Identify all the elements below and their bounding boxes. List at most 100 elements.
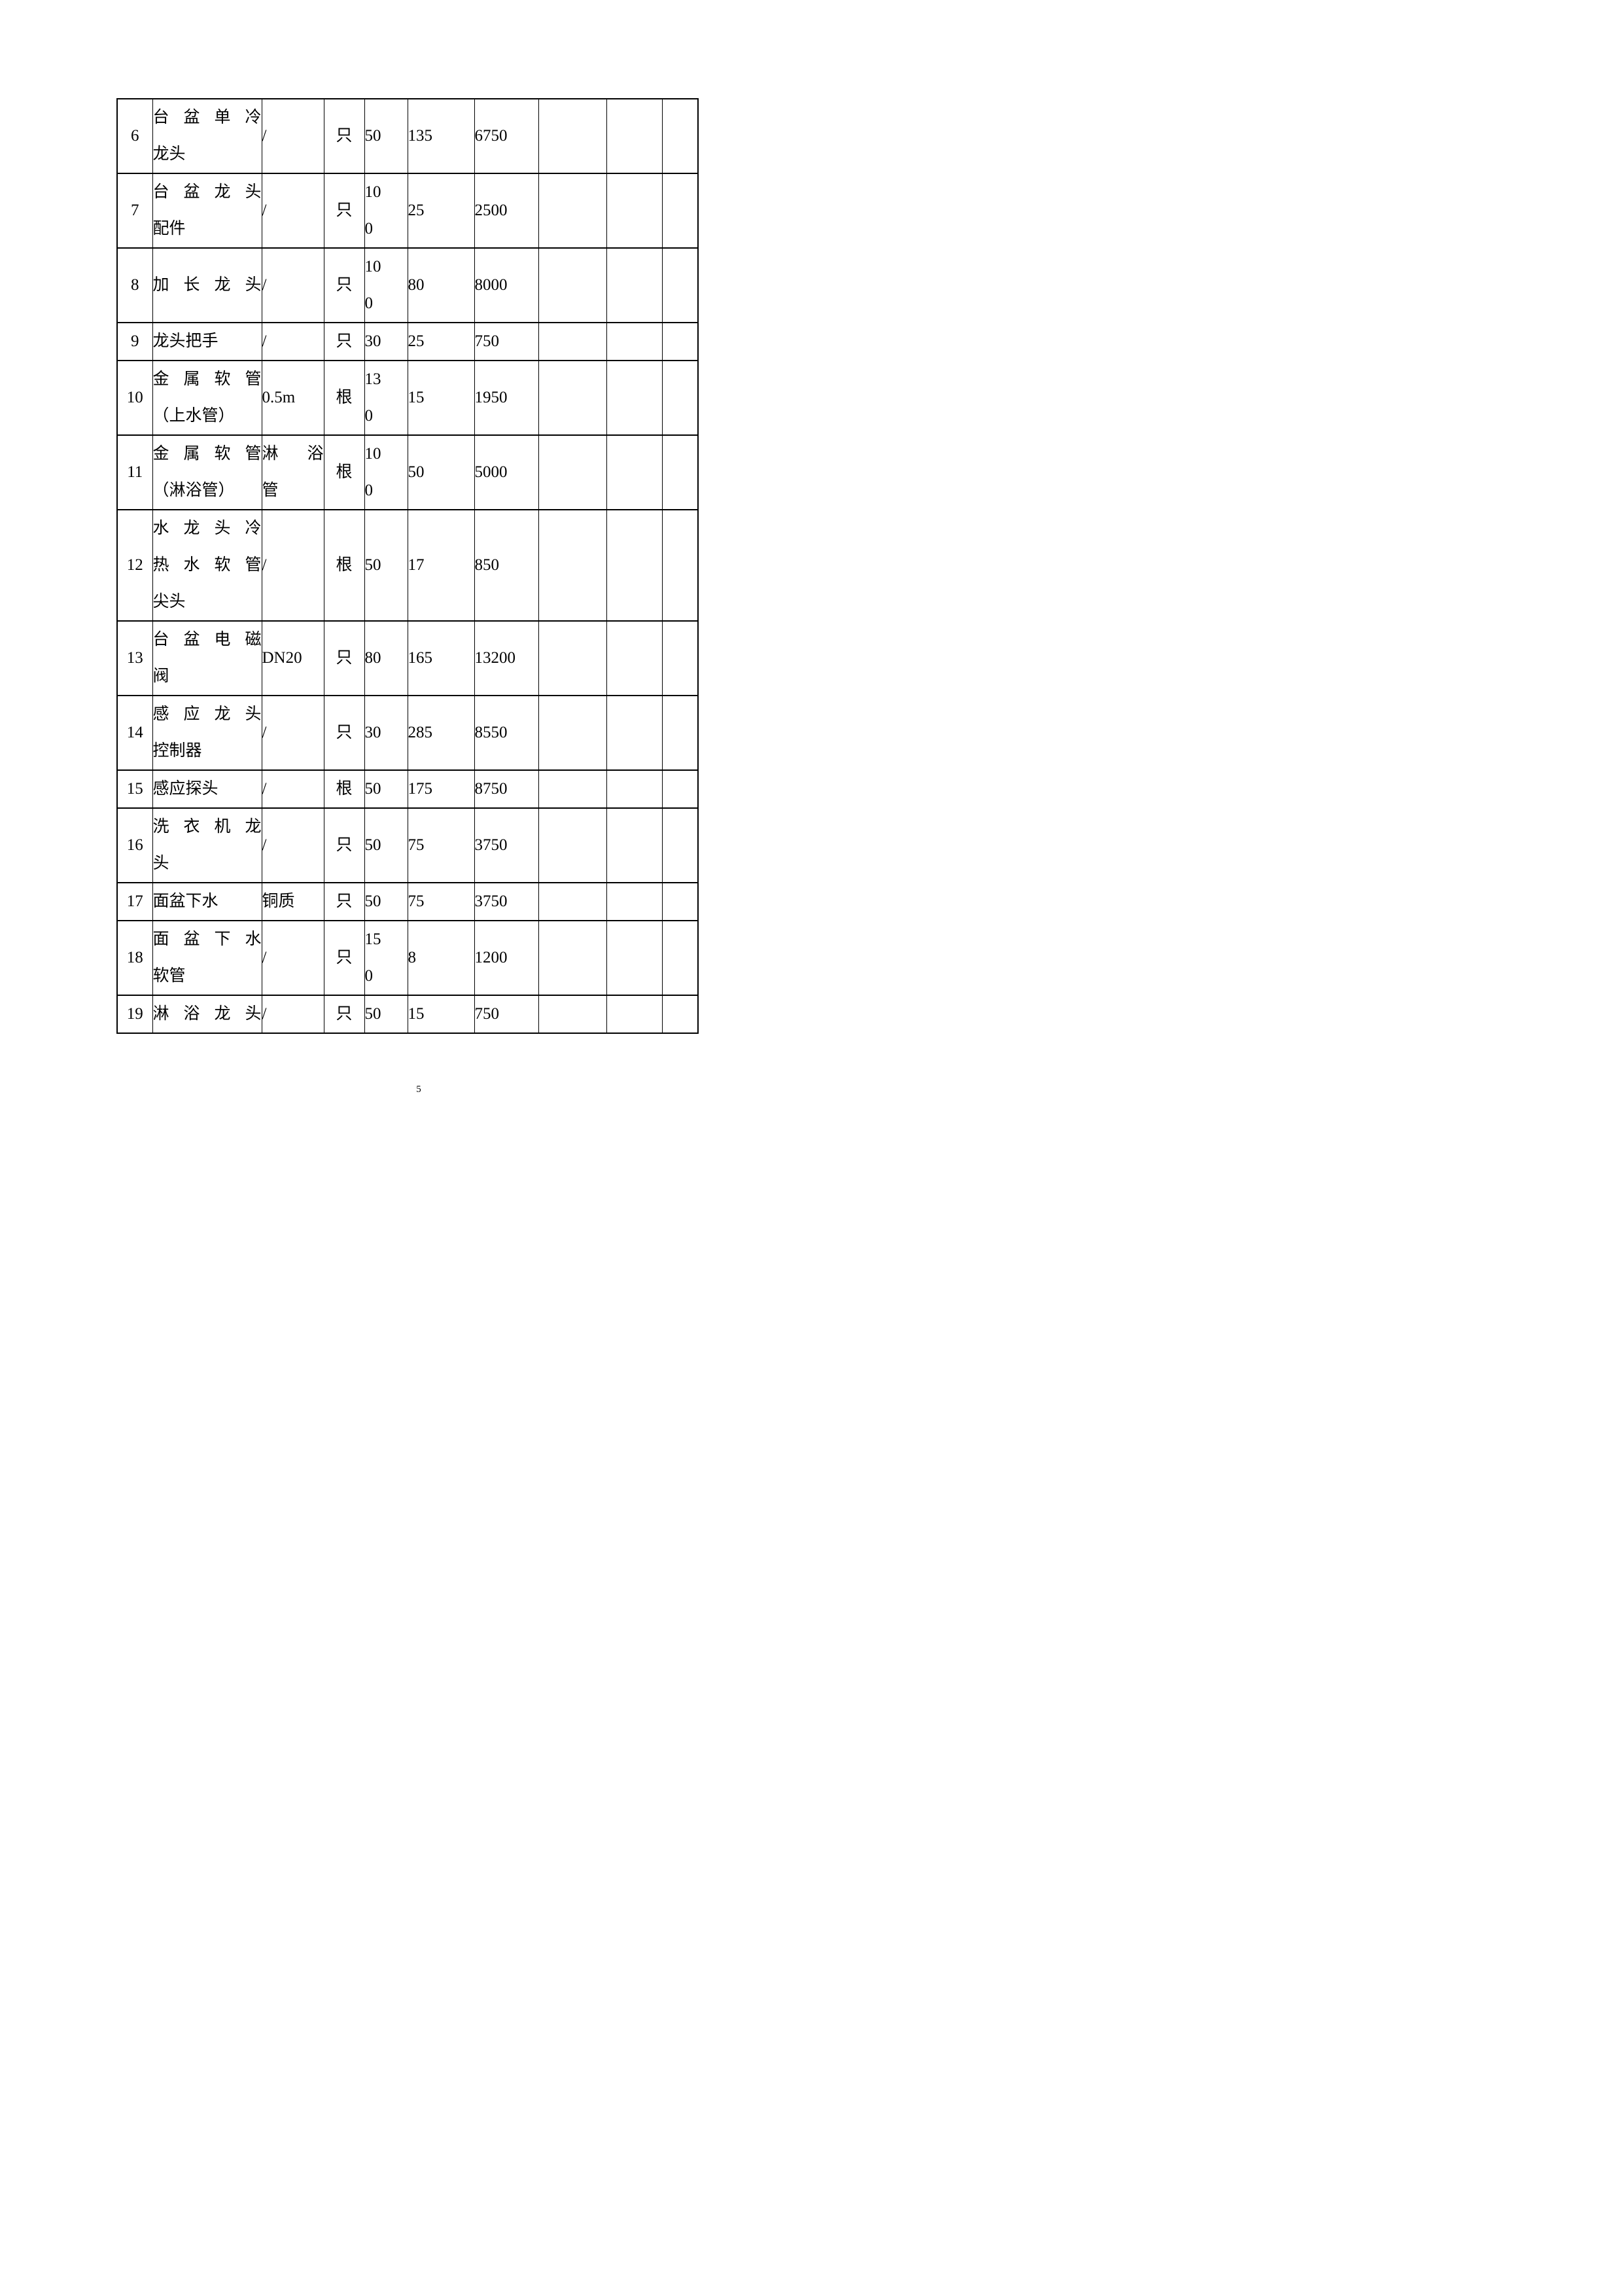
cell-unit: 根 <box>323 509 365 622</box>
cell-item-name: 金属软管 （淋浴管） <box>152 434 262 510</box>
text-line: 15 <box>364 930 381 948</box>
cell-spec: / <box>261 247 324 323</box>
table-row: 12 水龙头冷热水软管尖头 / 根 50 17 850 <box>116 509 699 622</box>
text-line: 17 <box>408 556 425 574</box>
text-line: 0 <box>364 482 373 499</box>
text-line: 850 <box>474 556 499 574</box>
text-line: 8550 <box>474 724 508 741</box>
text-line: 5000 <box>474 463 508 481</box>
text-line: 洗衣机龙 <box>152 818 262 836</box>
cell-row-number: 19 <box>116 995 153 1034</box>
text-line: 感应探头 <box>152 780 218 798</box>
text-line: 80 <box>364 649 381 667</box>
table-row: 7 台盆龙头配件 / 只 10 0 25 2500 <box>116 173 699 249</box>
cell-spec: / <box>261 509 324 622</box>
cell-total-price: 2500 <box>474 173 539 249</box>
cell-spec: / <box>261 98 324 174</box>
text-line: 头 <box>152 855 169 872</box>
cell-empty <box>606 769 663 809</box>
cell-empty <box>661 360 699 436</box>
cell-empty <box>661 769 699 809</box>
cell-unit-price: 15 <box>407 360 475 436</box>
text-line: 9 <box>131 332 139 350</box>
cell-empty <box>661 434 699 510</box>
text-line: / <box>262 202 267 219</box>
cell-unit-price: 80 <box>407 247 475 323</box>
cell-total-price: 13200 <box>474 620 539 696</box>
text-line: 50 <box>364 780 381 798</box>
text-line: 6 <box>131 127 139 145</box>
cell-unit-price: 17 <box>407 509 475 622</box>
cell-empty <box>538 360 607 436</box>
table-row: 13 台盆电磁阀 DN20 只 80 165 13200 <box>116 620 699 696</box>
text-line: 50 <box>364 892 381 910</box>
text-line: 8750 <box>474 780 508 798</box>
text-line: 台盆龙头 <box>152 183 262 201</box>
text-line: 软管 <box>152 967 186 985</box>
cell-total-price: 8000 <box>474 247 539 323</box>
cell-empty <box>606 247 663 323</box>
text-line: 面盆下水 <box>152 892 218 910</box>
cell-empty <box>661 98 699 174</box>
cell-item-name: 水龙头冷热水软管尖头 <box>152 509 262 622</box>
cell-unit-price: 75 <box>407 807 475 883</box>
text-line: 3750 <box>474 892 508 910</box>
text-line: / <box>262 724 267 741</box>
cell-unit: 只 <box>323 247 365 323</box>
cell-empty <box>661 695 699 771</box>
cell-total-price: 5000 <box>474 434 539 510</box>
text-line: 80 <box>408 276 425 294</box>
cell-row-number: 12 <box>116 509 153 622</box>
cell-empty <box>538 247 607 323</box>
cell-unit-price: 165 <box>407 620 475 696</box>
cell-unit-price: 285 <box>407 695 475 771</box>
cell-unit: 只 <box>323 173 365 249</box>
text-line: 11 <box>127 463 143 481</box>
cell-row-number: 9 <box>116 322 153 361</box>
text-line: 750 <box>474 1005 499 1023</box>
cell-item-name: 台盆单冷龙头 <box>152 98 262 174</box>
text-line: 17 <box>126 892 143 910</box>
text-line: 50 <box>364 127 381 145</box>
text-line: / <box>262 949 267 966</box>
cell-quantity: 10 0 <box>364 173 408 249</box>
cell-empty <box>606 98 663 174</box>
cell-spec: 淋浴管 <box>261 434 324 510</box>
cell-unit-price: 50 <box>407 434 475 510</box>
text-line: 管 <box>262 482 279 499</box>
text-line: 只 <box>336 127 353 145</box>
text-line: 50 <box>364 836 381 854</box>
cell-row-number: 15 <box>116 769 153 809</box>
cell-unit-price: 175 <box>407 769 475 809</box>
cell-unit-price: 75 <box>407 882 475 921</box>
text-line: 1950 <box>474 389 508 406</box>
text-line: 金属软管 <box>152 445 262 463</box>
cell-quantity: 50 <box>364 807 408 883</box>
cell-empty <box>538 695 607 771</box>
cell-unit-price: 15 <box>407 995 475 1034</box>
cell-unit: 只 <box>323 695 365 771</box>
cell-quantity: 10 0 <box>364 434 408 510</box>
text-line: 只 <box>336 202 353 219</box>
cell-empty <box>661 509 699 622</box>
cell-empty <box>606 322 663 361</box>
text-line: 3750 <box>474 836 508 854</box>
cell-empty <box>661 807 699 883</box>
text-line: / <box>262 780 267 798</box>
cell-total-price: 8750 <box>474 769 539 809</box>
text-line: 0 <box>364 294 373 312</box>
cell-empty <box>606 360 663 436</box>
cell-empty <box>606 920 663 996</box>
cell-unit: 根 <box>323 360 365 436</box>
cell-spec: / <box>261 807 324 883</box>
text-line: 15 <box>408 1005 425 1023</box>
text-line: 根 <box>336 463 353 481</box>
text-line: 龙头把手 <box>152 332 218 350</box>
cell-unit: 只 <box>323 322 365 361</box>
text-line: 控制器 <box>152 742 202 760</box>
cell-empty <box>538 920 607 996</box>
cell-quantity: 50 <box>364 509 408 622</box>
text-line: 只 <box>336 949 353 966</box>
text-line: 台盆单冷 <box>152 109 262 126</box>
text-line: 金属软管 <box>152 370 262 388</box>
